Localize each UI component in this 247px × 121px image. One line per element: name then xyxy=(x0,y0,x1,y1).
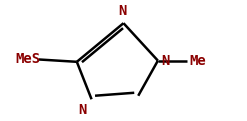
Text: N: N xyxy=(119,4,127,18)
Text: MeS: MeS xyxy=(15,53,41,66)
Text: N: N xyxy=(162,54,170,68)
Text: N: N xyxy=(78,103,86,117)
Text: Me: Me xyxy=(190,54,206,68)
